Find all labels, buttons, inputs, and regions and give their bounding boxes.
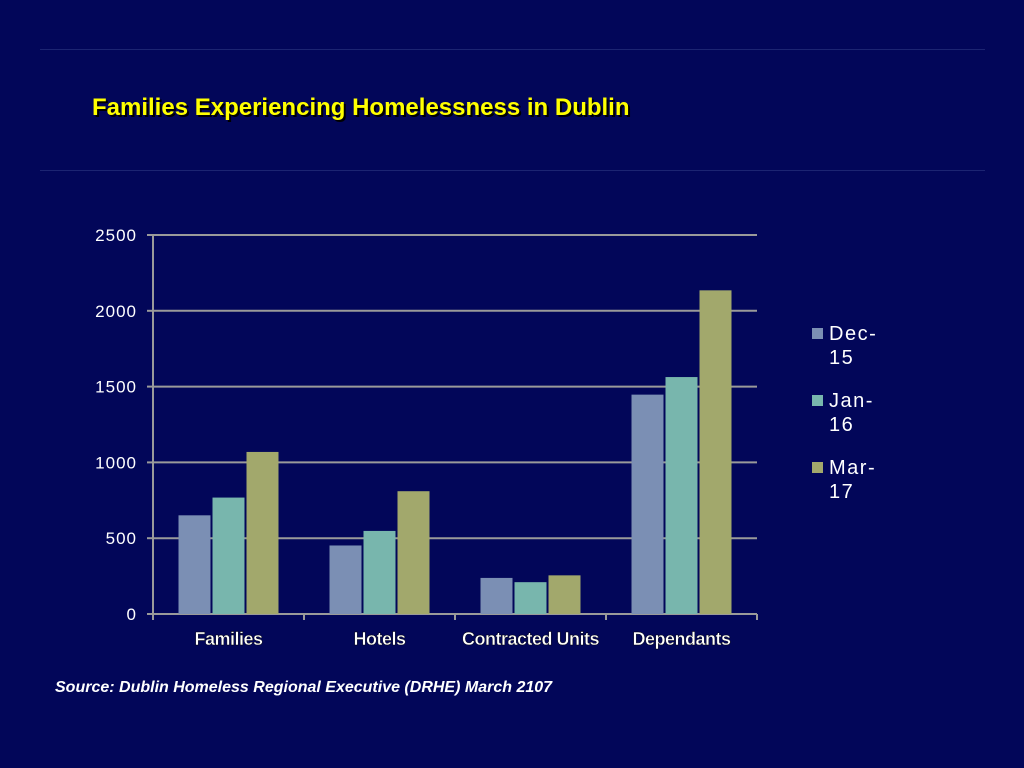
legend-swatch — [812, 462, 823, 473]
x-tick-label: Hotels — [353, 629, 406, 649]
y-tick-label: 500 — [106, 529, 137, 548]
bar-mar-17-dependants — [699, 290, 732, 614]
bar-jan-16-families — [212, 497, 245, 614]
y-tick-label: 1000 — [95, 453, 137, 472]
legend-label: 15 — [829, 347, 854, 369]
title-divider — [40, 170, 985, 171]
legend-label: Jan- — [829, 390, 874, 412]
bar-dec-15-contracted-units — [480, 577, 513, 614]
bar-jan-16-dependants — [665, 377, 698, 614]
y-tick-label: 2500 — [95, 226, 137, 245]
x-tick-label: Families — [194, 629, 263, 649]
bar-dec-15-hotels — [329, 545, 362, 614]
chart-title: Families Experiencing Homelessness in Du… — [92, 94, 630, 121]
y-tick-label: 2000 — [95, 302, 137, 321]
bar-mar-17-families — [246, 451, 279, 614]
y-tick-label: 1500 — [95, 378, 137, 397]
bar-mar-17-contracted-units — [548, 575, 581, 614]
legend-label: Dec- — [829, 323, 877, 345]
legend-label: Mar- — [829, 457, 876, 479]
bar-mar-17-hotels — [397, 491, 430, 614]
bar-jan-16-contracted-units — [514, 582, 547, 614]
y-tick-label: 0 — [127, 605, 137, 624]
legend-label: 16 — [829, 414, 854, 436]
legend-swatch — [812, 328, 823, 339]
legend-swatch — [812, 395, 823, 406]
bar-dec-15-dependants — [631, 394, 664, 614]
legend-label: 17 — [829, 481, 854, 503]
source-note: Source: Dublin Homeless Regional Executi… — [55, 679, 553, 696]
x-tick-label: Dependants — [632, 629, 731, 649]
x-tick-label: Contracted Units — [462, 629, 600, 649]
bar-dec-15-families — [178, 515, 211, 614]
bar-jan-16-hotels — [363, 530, 396, 614]
top-divider — [40, 49, 985, 50]
